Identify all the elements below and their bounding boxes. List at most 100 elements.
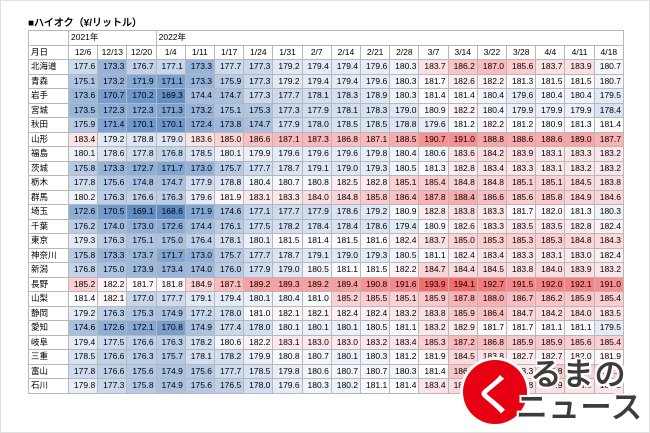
price-cell: 185.8	[535, 189, 566, 205]
table-head: 2021年 2022年 月日 12/6 12/13 12/20 1/4 1/11 1/17 1/2…	[28, 30, 625, 60]
price-cell: 183.1	[243, 189, 274, 205]
table-row: 長野 185.2 182.2 181.7 181.8 184.9 187.1 189.2 189…	[28, 276, 625, 292]
price-cell: 182.4	[447, 247, 478, 263]
price-cell: 192.7	[476, 276, 508, 292]
price-cell: 185.9	[447, 305, 478, 321]
price-cell: 186.6	[243, 131, 274, 147]
price-cell: 180.9	[418, 102, 449, 118]
table-row: 千葉 176.2 174.0 173.0 172.6 174.4 176.1 177.5 178…	[28, 218, 625, 234]
table-row: 福島 180.1 178.6 177.8 176.8 178.5 180.1 179.9 179…	[28, 146, 625, 162]
price-cell: 173.3	[97, 160, 128, 176]
price-cell: 177.3	[272, 102, 303, 118]
price-cell: 179.6	[418, 117, 449, 133]
price-cell: 178.8	[389, 117, 420, 133]
prefecture-label: 神奈川	[28, 247, 69, 263]
price-cell: 172.3	[126, 102, 157, 118]
price-cell: 185.1	[389, 175, 420, 191]
price-cell: 176.0	[214, 262, 245, 278]
price-cell: 172.7	[126, 160, 157, 176]
date-header: 2/21	[360, 44, 391, 60]
price-cell: 177.7	[155, 291, 186, 307]
price-cell: 179.3	[360, 160, 391, 176]
price-cell: 179.1	[301, 247, 332, 263]
price-cell: 174.4	[184, 218, 216, 234]
price-cell: 179.4	[67, 334, 99, 350]
price-cell: 173.0	[126, 218, 157, 234]
price-cell: 182.8	[418, 204, 449, 220]
prefecture-label: 埼玉	[28, 204, 69, 220]
price-cell: 180.1	[243, 233, 274, 249]
price-cell: 187.1	[214, 276, 245, 292]
price-cell: 177.8	[67, 175, 99, 191]
price-cell: 187.1	[272, 131, 303, 147]
price-cell: 180.3	[360, 349, 391, 365]
price-cell: 182.2	[476, 73, 508, 89]
price-cell: 180.4	[564, 88, 595, 104]
price-cell: 177.3	[243, 59, 274, 75]
price-cell: 183.1	[535, 160, 566, 176]
prefecture-label: 三重	[28, 349, 69, 365]
price-cell: 180.1	[67, 146, 99, 162]
price-cell: 179.1	[184, 291, 216, 307]
price-cell: 173.2	[184, 102, 216, 118]
price-cell: 183.6	[184, 131, 216, 147]
price-cell: 185.9	[418, 291, 449, 307]
price-cell: 171.3	[155, 102, 186, 118]
date-header: 12/20	[126, 44, 157, 60]
watermark-text: るまの ニュース	[517, 358, 643, 424]
price-cell: 183.7	[418, 59, 449, 75]
price-cell: 183.8	[447, 204, 478, 220]
price-cell: 181.1	[535, 320, 566, 336]
date-header: 3/7	[418, 44, 449, 60]
price-cell: 188.5	[389, 131, 420, 147]
price-cell: 181.9	[418, 349, 449, 365]
price-cell: 179.8	[272, 363, 303, 379]
price-cell: 182.4	[593, 218, 625, 234]
price-cell: 186.4	[476, 305, 508, 321]
price-cell: 187.1	[360, 131, 391, 147]
price-cell: 178.4	[593, 102, 625, 118]
price-cell: 187.8	[418, 189, 449, 205]
price-cell: 177.9	[243, 262, 274, 278]
price-cell: 183.8	[593, 175, 625, 191]
price-cell: 185.9	[564, 291, 595, 307]
price-cell: 187.0	[476, 59, 508, 75]
price-cell: 183.3	[476, 218, 508, 234]
price-cell: 183.7	[535, 59, 566, 75]
price-cell: 180.4	[476, 102, 508, 118]
price-cell: 183.3	[476, 204, 508, 220]
price-cell: 189.4	[330, 276, 362, 292]
price-cell: 176.6	[97, 363, 128, 379]
price-cell: 179.0	[272, 262, 303, 278]
price-cell: 179.2	[272, 73, 303, 89]
price-cell: 181.1	[564, 320, 595, 336]
price-cell: 173.0	[184, 160, 216, 176]
price-cell: 176.3	[97, 233, 128, 249]
price-cell: 181.4	[418, 88, 449, 104]
price-cell: 181.9	[214, 189, 245, 205]
price-cell: 179.6	[184, 189, 216, 205]
price-cell: 174.8	[126, 175, 157, 191]
price-cell: 177.7	[214, 59, 245, 75]
price-cell: 175.6	[184, 378, 216, 394]
price-cell: 181.1	[418, 247, 449, 263]
table-row: 栃木 177.8 175.6 174.8 174.7 177.9 178.8 180.4 180…	[28, 175, 625, 191]
price-cell: 183.4	[67, 131, 99, 147]
price-cell: 182.1	[272, 305, 303, 321]
price-cell: 183.2	[593, 378, 625, 394]
kuruma-news-watermark: く るまの ニュース	[462, 358, 643, 424]
price-cell: 188.0	[476, 291, 508, 307]
price-cell: 176.8	[155, 146, 186, 162]
price-cell: 180.5	[389, 160, 420, 176]
price-cell: 180.4	[476, 88, 508, 104]
price-cell: 185.3	[476, 233, 508, 249]
price-cell: 180.2	[330, 378, 362, 394]
price-cell: 180.7	[360, 363, 391, 379]
price-cell: 177.1	[243, 204, 274, 220]
price-cell: 179.2	[67, 305, 99, 321]
table-row: 愛知 174.6 172.6 172.1 170.8 174.9 177.4 178.0 180…	[28, 320, 625, 336]
price-cell: 170.1	[126, 117, 157, 133]
price-cell: 184.5	[564, 175, 595, 191]
price-cell: 180.3	[593, 204, 625, 220]
price-cell: 185.3	[418, 334, 449, 350]
